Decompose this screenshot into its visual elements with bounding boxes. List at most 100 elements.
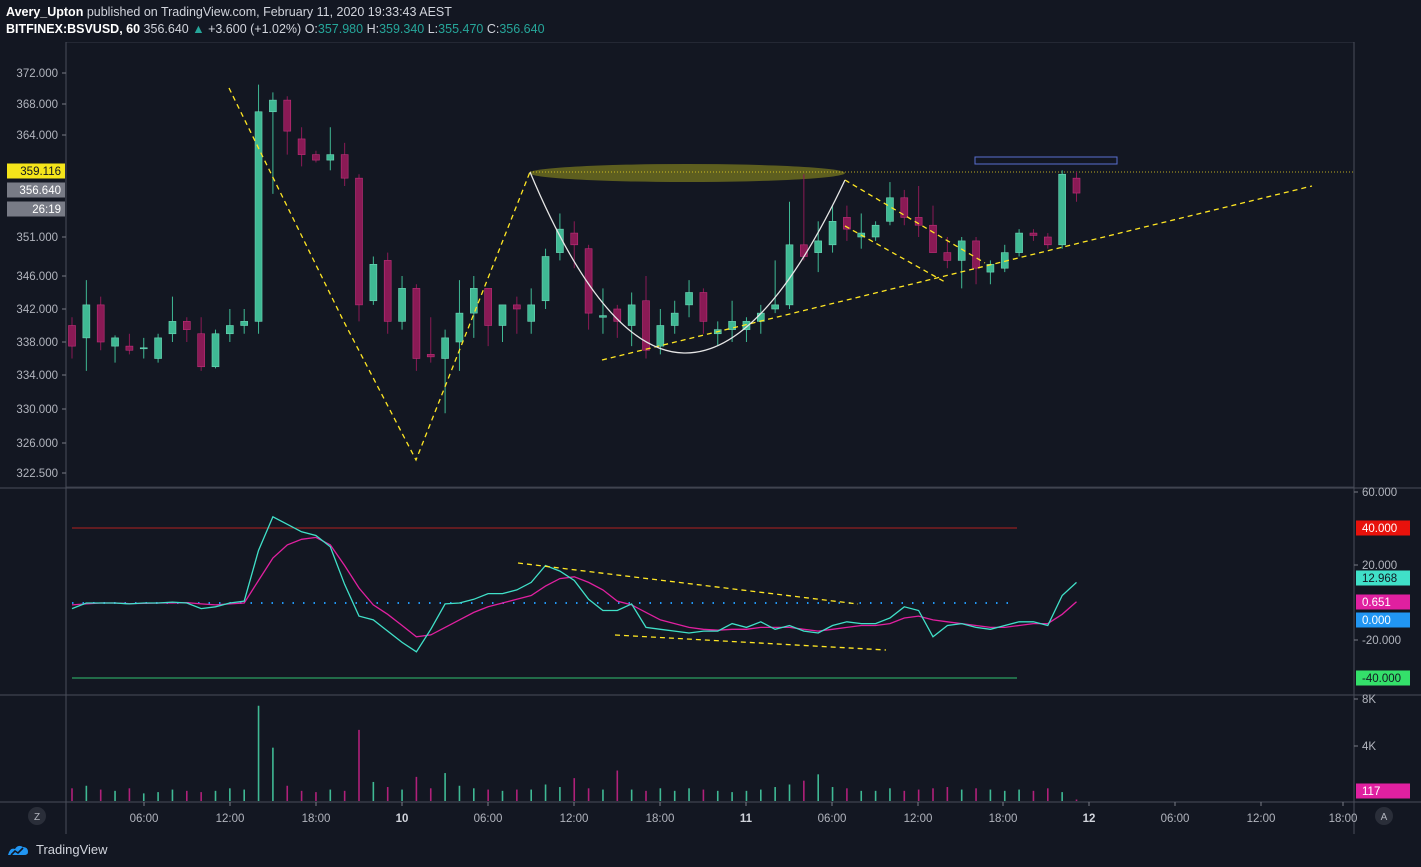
candle-body: [183, 321, 191, 330]
time-tick-label: 12:00: [1247, 813, 1276, 825]
price-tick-label: 346.000: [16, 271, 58, 283]
candle-body: [312, 154, 320, 161]
footer: TradingView: [0, 834, 1421, 867]
rsi-fast-line: [71, 515, 1077, 653]
candle-body: [240, 321, 248, 326]
time-tick-label: 06:00: [130, 813, 159, 825]
symbol-name[interactable]: BITFINEX:BSVUSD, 60: [6, 22, 141, 36]
highlight-ellipse: [529, 164, 845, 182]
candle-body: [685, 292, 693, 306]
candle-body: [972, 240, 980, 269]
candle-body: [441, 337, 449, 359]
time-tick-label: 10: [396, 813, 409, 825]
time-tick-label: 11: [740, 813, 753, 825]
rsi-value-tag: 12.968: [1362, 573, 1397, 585]
candle-body: [1044, 236, 1052, 246]
candle-body: [211, 333, 220, 368]
time-tick-label: 06:00: [474, 813, 503, 825]
rectangle-annotation: [974, 156, 1118, 165]
candle-body: [297, 138, 306, 155]
open-value: 357.980: [317, 22, 364, 36]
grid: [0, 41, 1421, 834]
close-label: C:: [486, 22, 500, 36]
candle-body: [900, 197, 909, 218]
last-price-tag-bg: [7, 163, 65, 179]
time-tick-label: 12:00: [560, 813, 589, 825]
candle-body: [642, 300, 650, 351]
rsi-value-tag-bg: [1356, 670, 1410, 686]
candle-body: [139, 347, 148, 350]
candle-body: [699, 292, 708, 322]
candle-body: [168, 321, 177, 335]
publish-line: Avery_Upton published on TradingView.com…: [6, 5, 452, 19]
rsi-value-tag: 0.000: [1362, 615, 1391, 627]
candle-body: [340, 154, 349, 179]
time-tick-label: 12: [1083, 813, 1096, 825]
rsi-value-tag: 0.651: [1362, 597, 1391, 609]
tradingview-logo-icon: [8, 845, 28, 856]
candle-body: [627, 304, 636, 326]
time-tick-label: 06:00: [1161, 813, 1190, 825]
candle-body: [843, 217, 851, 230]
last-price-tag: 359.116: [20, 166, 61, 178]
axis-tags: 359.116 356.640 26:19 40.000 12.968 0.651 0.00…: [7, 163, 1410, 799]
candle-body: [1058, 173, 1066, 246]
auto-scale-button: [1375, 807, 1393, 825]
volume-tick-label: 4K: [1362, 741, 1376, 753]
tradingview-brand[interactable]: TradingView: [6, 842, 108, 857]
candle-body: [111, 337, 119, 347]
high-value: 359.340: [379, 22, 425, 36]
candle-body: [570, 232, 579, 246]
flag-lower-line: [844, 225, 946, 283]
candle-body: [814, 240, 823, 253]
candle-body: [484, 288, 492, 326]
open-label: O:: [304, 22, 318, 36]
candle-body: [326, 154, 335, 161]
rsi-value-tag-bg: [1356, 612, 1410, 628]
candle-body: [412, 288, 421, 359]
symbol-line: BITFINEX:BSVUSD, 60 356.640 ▲ +3.600 (+1…: [6, 22, 545, 36]
candle-body: [469, 288, 478, 314]
current-price-tag-bg: [7, 182, 65, 198]
scale-z-label: Z: [34, 812, 40, 823]
candle-body: [670, 312, 679, 326]
price-tick-label: 368.000: [16, 99, 58, 111]
chart-header: Avery_Upton published on TradingView.com…: [0, 0, 1421, 42]
candle-body: [800, 244, 808, 257]
scale-a-label: A: [1381, 812, 1388, 823]
countdown-tag: 26:19: [32, 204, 61, 216]
candle-body: [1029, 232, 1038, 236]
candles: [68, 84, 1081, 414]
price-change: +3.600 (+1.02%): [208, 22, 302, 36]
candle-body: [556, 228, 564, 253]
candle-body: [269, 99, 277, 113]
candle-body: [283, 99, 292, 132]
volume-panel: [71, 705, 1078, 801]
rsi-panel: [71, 515, 1077, 679]
author-name[interactable]: Avery_Upton: [6, 5, 84, 19]
candle-body: [886, 197, 894, 222]
price-tick-label: 326.000: [16, 438, 58, 450]
price-tick-label: 372.000: [16, 68, 58, 80]
candle-body: [96, 304, 105, 343]
candle-body: [656, 325, 665, 347]
candle-body: [369, 263, 378, 302]
zigzag-pattern: [228, 87, 531, 462]
candle-body: [785, 244, 794, 306]
time-tick-label: 18:00: [1329, 813, 1358, 825]
candle-body: [599, 315, 607, 318]
candle-body: [513, 304, 521, 310]
candle-body: [728, 321, 736, 330]
candle-body: [929, 224, 937, 253]
candle-body: [355, 177, 363, 306]
annotations-front: [228, 87, 1313, 462]
rsi-divergence-lower: [614, 634, 887, 651]
rsi-value-tag-bg: [1356, 520, 1410, 536]
price-tick-label: 364.000: [16, 130, 58, 142]
candle-body: [68, 325, 76, 347]
price-tick-label: 338.000: [16, 337, 58, 349]
close-value: 356.640: [499, 22, 545, 36]
candle-body: [527, 304, 536, 322]
time-tick-label: 18:00: [302, 813, 331, 825]
